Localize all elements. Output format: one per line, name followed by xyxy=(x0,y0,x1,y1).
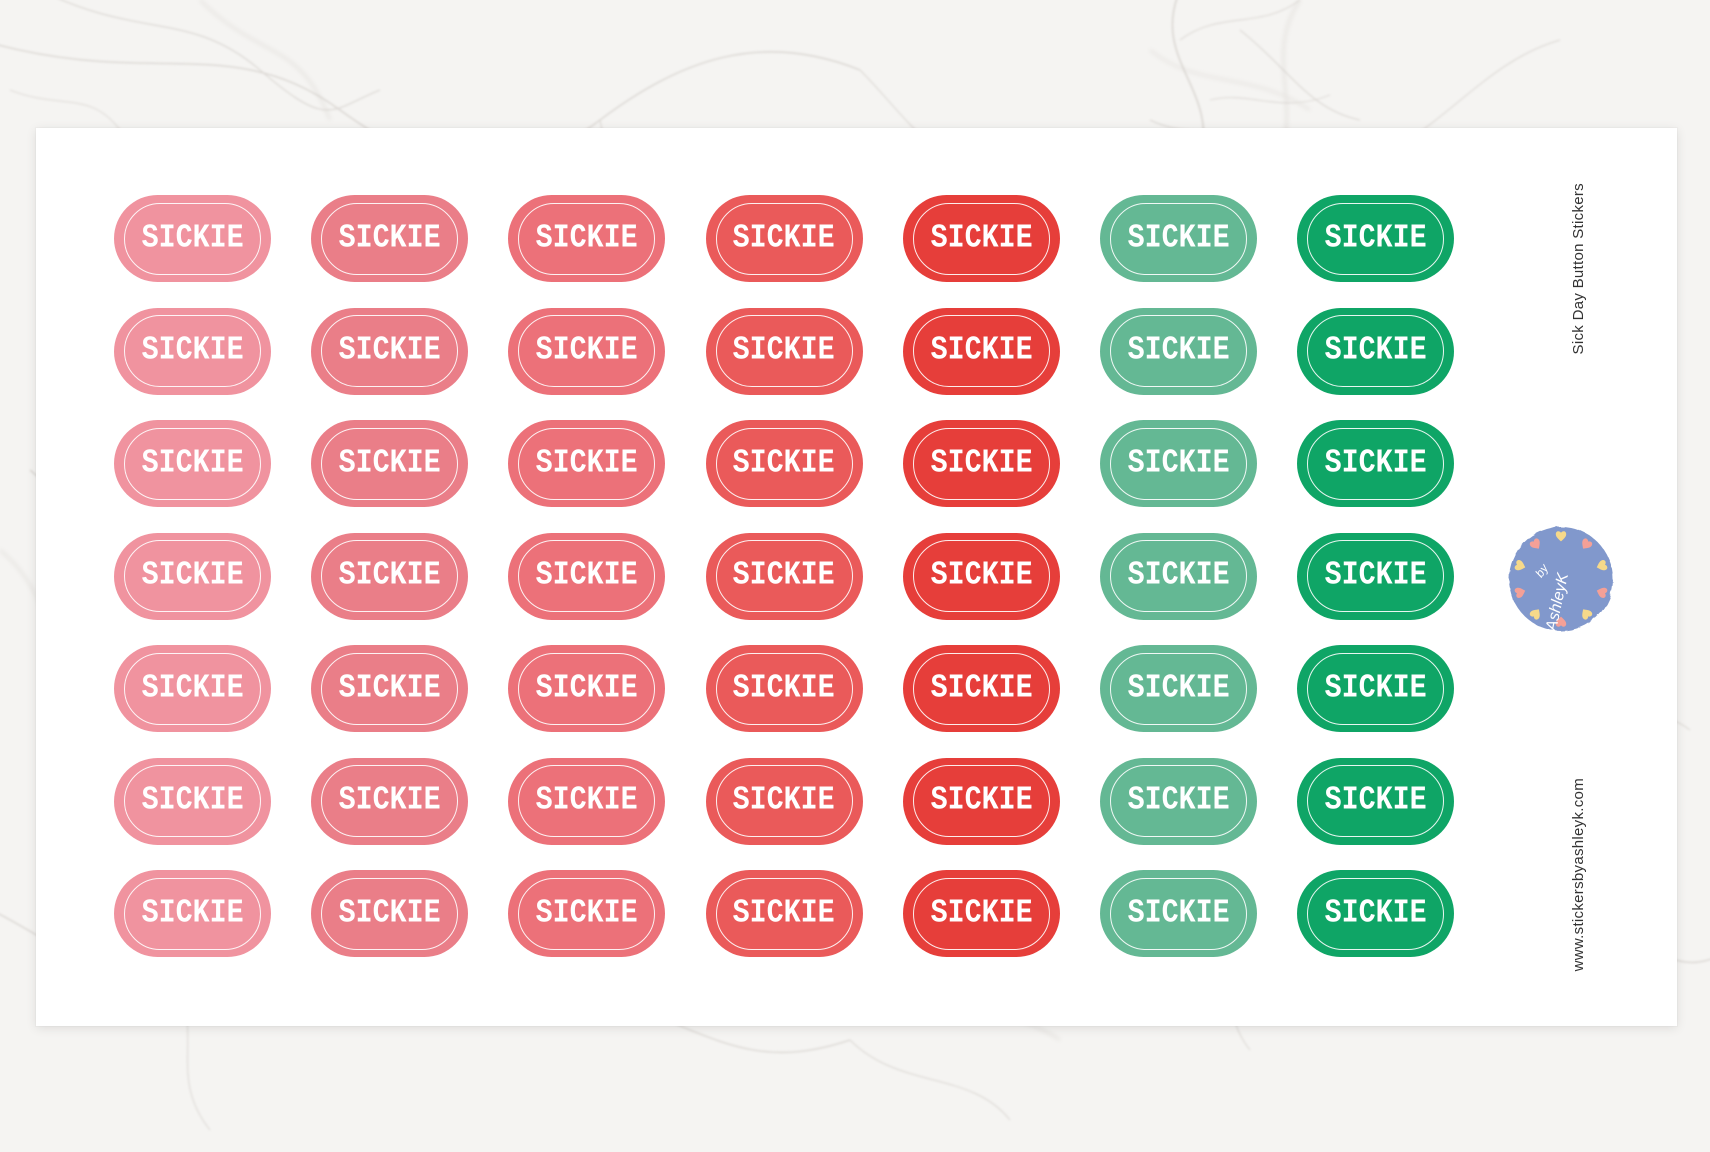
svg-text:AshleyK: AshleyK xyxy=(1543,570,1572,633)
svg-text:by: by xyxy=(1532,561,1551,580)
